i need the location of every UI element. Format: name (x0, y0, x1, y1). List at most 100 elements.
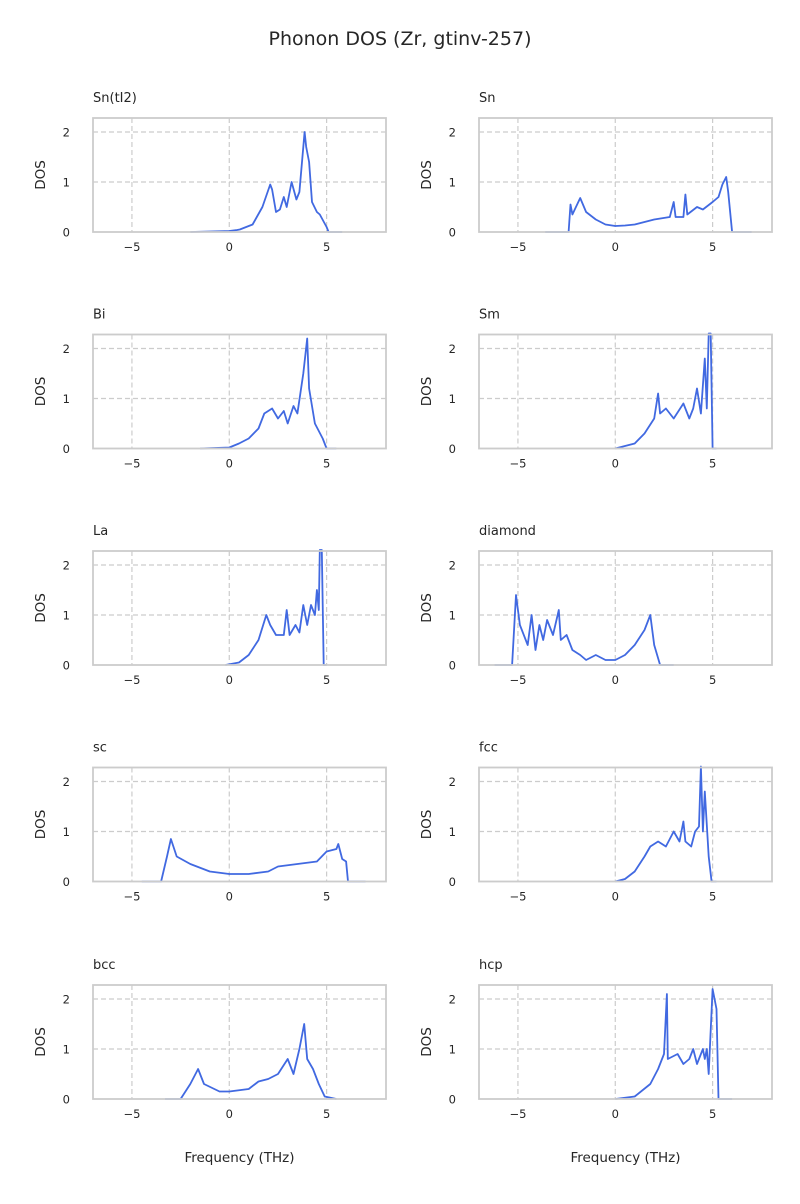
dos-line (615, 332, 717, 450)
x-tick-label: −5 (509, 890, 526, 904)
subplot-title: bcc (93, 958, 116, 973)
y-tick-label: 0 (63, 659, 70, 673)
x-tick-label: −5 (123, 240, 140, 254)
y-tick-label: 1 (63, 609, 70, 623)
y-axis-label: DOS (419, 593, 435, 623)
y-tick-label: 1 (449, 609, 456, 623)
x-tick-label: 0 (612, 240, 619, 254)
x-tick-label: 5 (709, 890, 716, 904)
subplot-sn: −5 0 5 0 1 2 Sn DOS (419, 91, 773, 254)
y-axis-label: DOS (419, 377, 435, 407)
y-axis-label: DOS (419, 1027, 435, 1057)
y-axis-label: DOS (33, 160, 49, 190)
subplot-title: hcp (479, 958, 503, 973)
plot-frame (478, 766, 773, 883)
y-tick-label: 2 (449, 126, 456, 140)
plot-frame (92, 333, 387, 450)
subplot-sn-ti2-: −5 0 5 0 1 2 Sn(tI2) DOS (33, 91, 387, 254)
x-tick-label: 5 (709, 1107, 716, 1121)
y-tick-label: 1 (449, 1043, 456, 1057)
subplot-title: sc (93, 741, 107, 756)
x-axis-label: Frequency (THz) (570, 1150, 680, 1166)
dos-line (165, 1023, 337, 1100)
y-axis-label: DOS (419, 810, 435, 840)
y-tick-label: 2 (63, 342, 70, 356)
y-tick-label: 0 (449, 875, 456, 889)
y-axis-label: DOS (33, 1027, 49, 1057)
x-tick-label: 0 (612, 890, 619, 904)
plot-frame (92, 117, 387, 233)
y-tick-label: 1 (63, 825, 70, 839)
subplot-fcc: −5 0 5 0 1 2 fcc DOS (419, 741, 773, 904)
subplot-title: La (93, 524, 108, 539)
subplot-title: fcc (479, 741, 498, 756)
x-tick-label: 5 (709, 457, 716, 471)
plot-frame (478, 117, 773, 233)
x-tick-label: 5 (709, 673, 716, 687)
y-tick-label: 1 (449, 392, 456, 406)
subplot-bcc: −5 0 5 0 1 2 bcc DOS Frequency (THz) (33, 958, 387, 1166)
dos-line (200, 337, 337, 450)
figure-title: Phonon DOS (Zr, gtinv-257) (269, 28, 532, 50)
x-axis-label: Frequency (THz) (184, 1150, 294, 1166)
y-tick-label: 0 (63, 875, 70, 889)
x-tick-label: 0 (226, 673, 233, 687)
x-tick-label: 0 (226, 890, 233, 904)
y-tick-label: 0 (449, 1093, 456, 1107)
x-tick-label: 5 (323, 1107, 330, 1121)
x-tick-label: 0 (226, 1107, 233, 1121)
y-tick-label: 1 (449, 825, 456, 839)
x-tick-label: 5 (323, 890, 330, 904)
plot-frame (478, 550, 773, 666)
subplot-la: −5 0 5 0 1 2 La DOS (33, 524, 387, 687)
subplot-title: Sn (479, 91, 496, 106)
y-tick-label: 2 (63, 993, 70, 1007)
plot-frame (478, 984, 773, 1100)
y-tick-label: 2 (449, 342, 456, 356)
dos-line (190, 131, 343, 233)
x-tick-label: −5 (509, 1107, 526, 1121)
y-tick-label: 0 (63, 442, 70, 456)
dos-line (615, 765, 717, 883)
subplot-hcp: −5 0 5 0 1 2 hcp DOS Frequency (THz) (419, 958, 773, 1166)
x-tick-label: 0 (612, 1107, 619, 1121)
y-tick-label: 0 (449, 226, 456, 240)
subplot-sc: −5 0 5 0 1 2 sc DOS (33, 741, 387, 904)
subplot-bi: −5 0 5 0 1 2 Bi DOS (33, 308, 387, 471)
dos-line (545, 176, 752, 233)
x-tick-label: 5 (323, 457, 330, 471)
x-tick-label: −5 (123, 1107, 140, 1121)
y-tick-label: 2 (63, 559, 70, 573)
y-tick-label: 2 (63, 126, 70, 140)
x-tick-label: −5 (123, 890, 140, 904)
x-tick-label: 5 (323, 240, 330, 254)
plot-frame (92, 550, 387, 666)
y-tick-label: 2 (449, 559, 456, 573)
x-tick-label: −5 (509, 673, 526, 687)
y-tick-label: 0 (63, 226, 70, 240)
subplot-title: diamond (479, 524, 536, 539)
x-tick-label: −5 (509, 457, 526, 471)
y-tick-label: 0 (449, 442, 456, 456)
x-tick-label: −5 (509, 240, 526, 254)
y-tick-label: 1 (63, 176, 70, 190)
dos-line (141, 838, 366, 883)
plot-frame (92, 984, 387, 1100)
y-tick-label: 2 (63, 775, 70, 789)
x-tick-label: 0 (612, 457, 619, 471)
y-tick-label: 0 (449, 659, 456, 673)
x-tick-label: 5 (323, 673, 330, 687)
y-axis-label: DOS (33, 593, 49, 623)
y-axis-label: DOS (33, 810, 49, 840)
plot-frame (478, 333, 773, 450)
x-tick-label: 0 (226, 240, 233, 254)
x-tick-label: −5 (123, 457, 140, 471)
subplot-sm: −5 0 5 0 1 2 Sm DOS (419, 308, 773, 471)
y-tick-label: 2 (449, 993, 456, 1007)
y-tick-label: 1 (63, 1043, 70, 1057)
x-tick-label: 0 (226, 457, 233, 471)
subplot-title: Sm (479, 308, 500, 323)
dos-line (494, 594, 674, 666)
y-tick-label: 1 (63, 392, 70, 406)
